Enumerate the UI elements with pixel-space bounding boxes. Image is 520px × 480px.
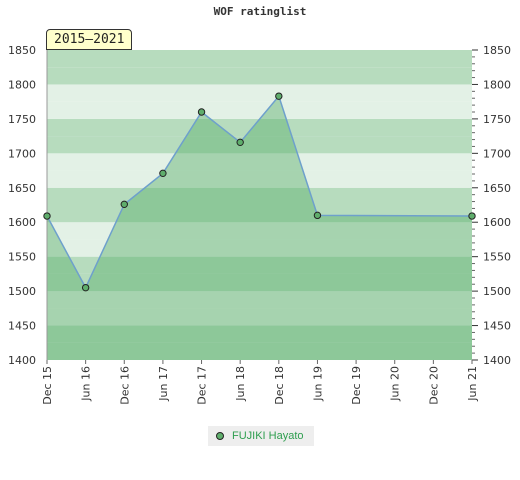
data-point [197,108,206,116]
background-band [47,84,472,102]
y-tick-label-left: 1450 [8,320,36,333]
y-tick-label-right: 1550 [483,251,511,264]
background-band [47,308,472,326]
y-tick-label-left: 1400 [8,354,36,367]
background-band [47,170,472,188]
y-tick-label-left: 1800 [8,78,36,91]
x-tick-label: Jun 18 [234,366,247,402]
background-band [47,239,472,257]
x-tick-label: Jun 20 [389,366,402,402]
y-tick-label-left: 1600 [8,216,36,229]
background-band [47,118,472,137]
background-band [47,136,472,154]
background-band [47,205,472,223]
y-tick-label-left: 1500 [8,285,36,298]
period-badge: 2015–2021 [46,29,133,50]
y-tick-label-left: 1850 [8,44,36,57]
x-tick-label: Jun 19 [311,366,324,402]
data-point [120,200,128,209]
y-tick-label-left: 1750 [8,113,36,126]
y-tick-label-left: 1550 [8,251,36,264]
background-band [47,50,472,68]
x-tick-label: Jun 16 [80,366,93,402]
x-tick-label: Dec 15 [41,366,54,405]
y-tick-label-right: 1500 [483,285,511,298]
background-band [47,101,472,119]
legend[interactable]: FUJIKI Hayato [208,426,314,446]
x-tick-label: Dec 16 [118,366,131,405]
background-band [47,187,472,205]
x-tick-label: Dec 18 [273,366,286,405]
data-point [275,92,283,100]
data-point [468,212,476,220]
x-tick-label: Jun 17 [157,366,170,402]
y-tick-label-right: 1750 [483,113,511,126]
background-band [47,273,472,292]
x-tick-label: Jun 21 [466,366,479,402]
background-band [47,342,472,360]
legend-label: FUJIKI Hayato [232,430,304,442]
background-band [47,153,472,171]
data-point [313,211,322,220]
y-tick-label-right: 1800 [483,78,511,91]
x-tick-label: Dec 20 [427,366,440,405]
background-band [47,325,472,343]
y-tick-label-right: 1850 [483,44,511,57]
data-point [43,212,51,220]
y-tick-label-right: 1700 [483,147,511,160]
series-area [47,96,472,361]
y-tick-label-left: 1650 [8,182,36,195]
y-tick-label-right: 1450 [483,320,511,333]
y-tick-label-right: 1600 [483,216,511,229]
y-tick-label-right: 1650 [483,182,511,195]
y-tick-label-right: 1400 [483,354,511,367]
legend-marker-icon [216,432,224,440]
data-point [81,283,90,292]
data-point [236,138,244,147]
background-band [47,222,472,240]
background-band [47,256,472,274]
y-tick-label-left: 1700 [8,147,36,160]
background-band [47,291,472,309]
background-band [47,67,472,85]
chart-title: WOF ratinglist [213,5,307,18]
x-tick-label: Dec 19 [350,366,363,405]
x-tick-label: Dec 17 [196,366,209,405]
data-point [159,169,167,178]
